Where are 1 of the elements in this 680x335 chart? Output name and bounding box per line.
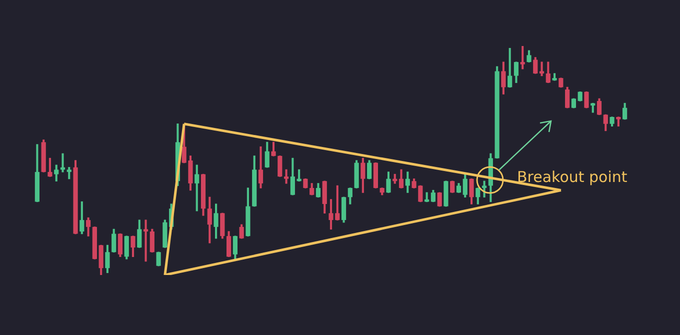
annotation: Breakout point	[517, 168, 628, 186]
